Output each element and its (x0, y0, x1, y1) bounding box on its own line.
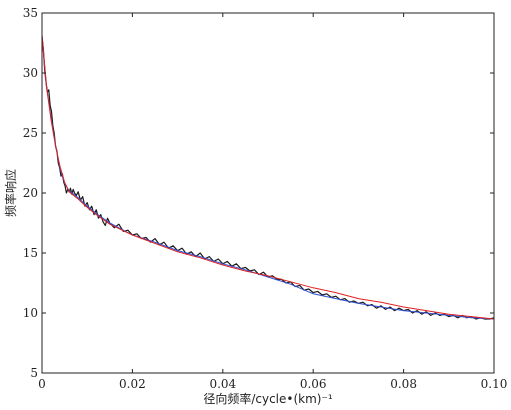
y-tick-label: 20 (23, 186, 38, 200)
plot-lines (41, 34, 495, 320)
y-tick-label: 15 (23, 246, 38, 260)
x-tick-label: 0 (38, 377, 46, 391)
x-tick-label: 0.08 (390, 377, 417, 391)
y-tick-label: 5 (30, 366, 38, 380)
x-tick-label: 0.10 (481, 377, 508, 391)
y-tick-label: 10 (23, 306, 38, 320)
x-axis-ticks: 0 0.02 0.04 0.06 0.08 0.10 (38, 13, 507, 391)
y-axis-label: 频率响应 (3, 169, 18, 217)
x-tick-label: 0.04 (209, 377, 236, 391)
x-tick-label: 0.06 (300, 377, 327, 391)
y-axis-ticks: 5 10 15 20 25 30 35 (23, 6, 494, 380)
series-line-1 (41, 36, 495, 320)
plot-frame (41, 12, 495, 374)
x-axis-label: 径向频率/cycle•(km)⁻¹ (203, 391, 332, 406)
y-tick-label: 25 (23, 126, 38, 140)
series-line-0 (41, 36, 495, 320)
y-tick-label: 35 (23, 6, 38, 20)
y-tick-label: 30 (23, 66, 38, 80)
x-tick-label: 0.02 (119, 377, 146, 391)
series-line-2 (41, 34, 495, 320)
